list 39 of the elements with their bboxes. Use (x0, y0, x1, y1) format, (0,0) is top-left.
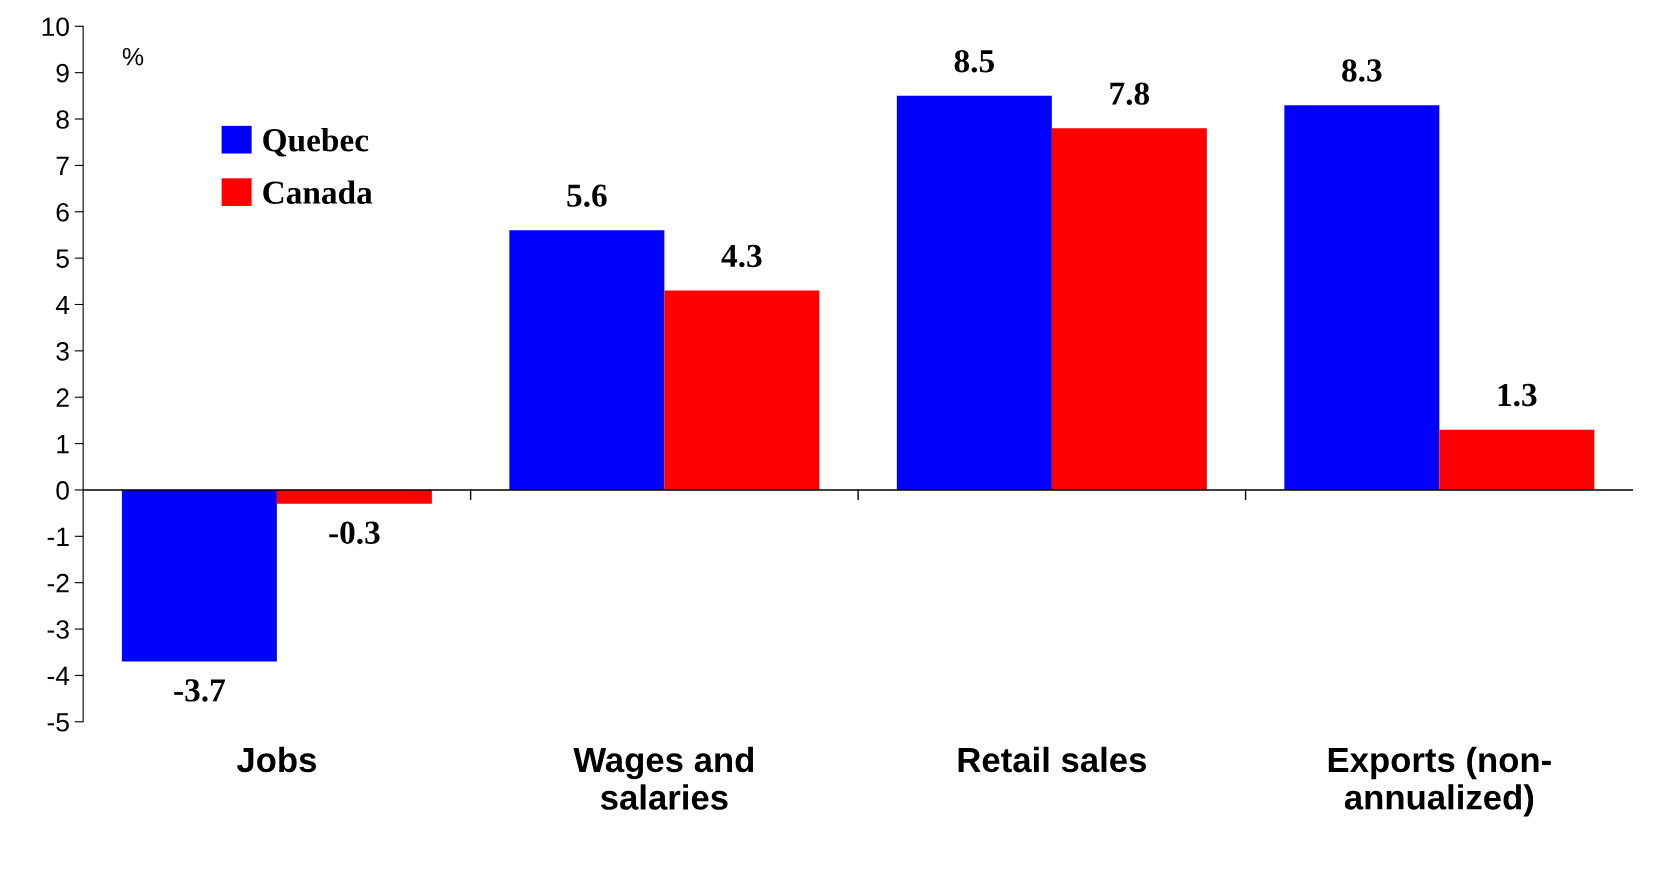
bar (896, 95, 1052, 490)
x-tick-label: Exports (non- annualized) (1328, 746, 1551, 817)
x-tick-label: Retail sales (958, 746, 1146, 773)
bar (276, 489, 432, 504)
y-tick-label: 4 (55, 295, 70, 315)
y-tick-label: 0 (56, 481, 69, 500)
y-tick-label: 7 (56, 156, 69, 175)
y-tick-label: -2 (47, 573, 69, 593)
legend-label: Quebec (263, 128, 369, 157)
annotation: % (122, 47, 144, 66)
legend-label: Canada (263, 180, 373, 204)
bar (1284, 105, 1440, 490)
y-tick-label: -5 (47, 713, 69, 732)
data-label: -3.7 (174, 679, 225, 702)
bar (509, 230, 665, 490)
bar (121, 489, 277, 662)
y-tick-label: 2 (56, 388, 69, 407)
y-tick-label: 9 (56, 63, 69, 83)
data-label: 8.5 (954, 49, 994, 73)
y-tick-label: 5 (56, 249, 69, 268)
data-label: 5.6 (567, 184, 607, 208)
y-tick-label: 1 (57, 434, 69, 454)
data-label: -0.3 (329, 521, 380, 545)
x-tick-label: Jobs (236, 746, 316, 773)
y-tick-label: -3 (47, 620, 69, 639)
y-tick-label: -1 (47, 527, 69, 546)
data-label: 7.8 (1110, 82, 1150, 106)
data-label: 1.3 (1498, 383, 1537, 407)
y-tick-label: 10 (42, 17, 69, 37)
bar (1051, 128, 1207, 490)
y-tick-label: 3 (56, 341, 69, 361)
bar (1439, 429, 1595, 490)
y-tick-label: 6 (56, 202, 69, 222)
y-tick-label: 8 (56, 110, 69, 129)
y-tick-label: -4 (47, 666, 70, 685)
data-label: 4.3 (721, 244, 762, 268)
data-label: 8.3 (1342, 59, 1382, 82)
x-tick-label: Wages and salaries (573, 746, 754, 810)
bar (664, 290, 820, 490)
